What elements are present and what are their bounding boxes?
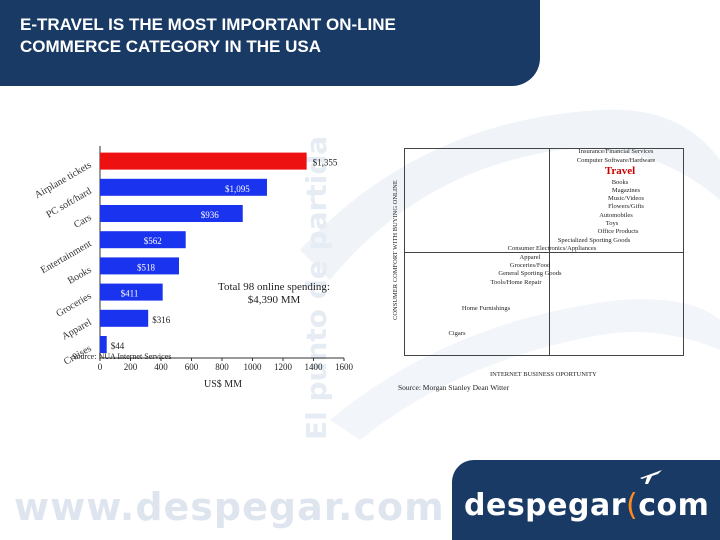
x-tick-label: 400 [154, 362, 168, 372]
x-tick-label: 800 [215, 362, 229, 372]
bar-value-label: $518 [137, 262, 156, 272]
category-label: Apparel [60, 317, 94, 343]
quadrant-item: Toys [605, 220, 619, 227]
bar-cruises [100, 336, 107, 353]
bar-pc-soft-hard [100, 178, 267, 196]
chart-source: Source: NUA Internet Services [72, 352, 172, 361]
bar-value-label: $411 [121, 289, 139, 299]
page-title: E-TRAVEL IS THE MOST IMPORTANT ON-LINE C… [20, 15, 396, 56]
bar-value-label: $1,355 [313, 158, 338, 168]
bar-groceries [100, 283, 163, 301]
airplane-icon [640, 470, 662, 484]
logo-text: despegar(com [464, 488, 710, 523]
bar-value-label: $316 [152, 315, 171, 325]
bar-value-label: $1,095 [225, 184, 250, 194]
category-label: Cars [72, 212, 93, 231]
category-label: Groceries [54, 291, 93, 320]
bar-cars [100, 205, 243, 222]
quadrant-item: Books [611, 179, 629, 186]
quadrant-item: Apparel [519, 254, 541, 261]
x-tick-label: 1600 [335, 362, 354, 372]
quadrant-divider-horizontal [404, 252, 683, 253]
quadrant-item: Office Products [597, 228, 639, 235]
quadrant-item: Tools/Home Repair [490, 279, 542, 286]
quadrant-item: Consumer Electronics/Appliances [507, 245, 597, 252]
quadrant-item: Magazines [611, 187, 641, 194]
category-label: Books [66, 264, 94, 286]
quadrant-item: Music/Videos [607, 195, 645, 202]
bar-value-label: $44 [111, 341, 125, 351]
quadrant-item: Home Furnishings [461, 305, 511, 312]
bar-books [100, 257, 179, 275]
x-tick-label: 1000 [244, 362, 263, 372]
quadrant-y-axis-title: CONSUMER COMFORT WITH BUYING ONLINE [392, 180, 399, 320]
quadrant-item: Flowers/Gifts [608, 203, 644, 210]
quadrant-item: Cigars [448, 330, 466, 337]
despegar-logo: despegar(com [452, 460, 720, 540]
x-tick-label: 0 [98, 362, 103, 372]
watermark-url: www.despegar.com [14, 485, 445, 529]
bar-entertainment [100, 231, 186, 249]
quadrant-x-axis-title: INTERNET BUSINESS OPORTUNITY [490, 371, 597, 378]
chart-annotation: Total 98 online spending: $4,390 MM [218, 281, 330, 306]
header-banner: E-TRAVEL IS THE MOST IMPORTANT ON-LINE C… [0, 0, 540, 86]
x-axis-title: US$ MM [204, 379, 243, 390]
bar-apparel [100, 309, 149, 327]
bar-value-label: $936 [201, 210, 220, 220]
quadrant-item: Travel [604, 165, 636, 177]
quadrant-item: Specialized Sporting Goods [557, 237, 631, 244]
quadrant-item: Automobiles [599, 212, 633, 219]
quadrant-item: Computer Software/Hardware [576, 157, 656, 164]
quadrant-item: Groceries/Food [509, 262, 551, 269]
x-tick-label: 1200 [274, 362, 293, 372]
quadrant-item: Insurance/Financial Services [578, 148, 654, 155]
quadrant-divider-vertical [549, 148, 550, 355]
bar-value-label: $562 [144, 236, 162, 246]
quadrant-item: General Sporting Goods [498, 270, 562, 277]
x-tick-label: 1400 [305, 362, 324, 372]
x-tick-label: 200 [124, 362, 138, 372]
quadrant-source: Source: Morgan Stanley Dean Witter [398, 383, 510, 392]
x-tick-label: 600 [185, 362, 199, 372]
bar-airplane-tickets [100, 152, 307, 170]
